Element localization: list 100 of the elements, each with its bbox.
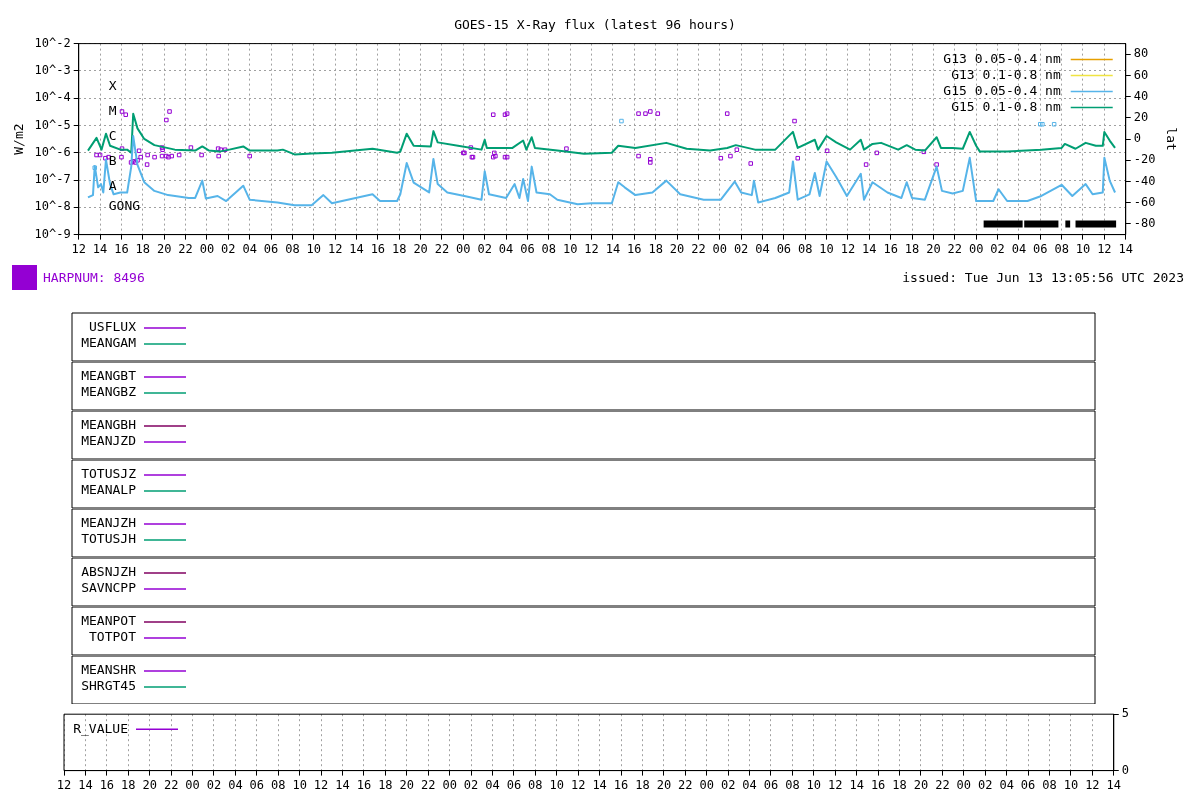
- x-tick-label: 22: [178, 241, 193, 256]
- x-tick-label: 14: [849, 777, 864, 792]
- legend-label: MEANGBH: [81, 417, 136, 433]
- x-tick-label: 04: [228, 777, 243, 792]
- x-tick-label: 08: [528, 777, 543, 792]
- x-tick-label: 18: [648, 241, 663, 256]
- y-tick-label: 10^-7: [34, 172, 71, 187]
- x-tick-label: 16: [114, 241, 129, 256]
- x-tick-label: 10: [806, 777, 822, 792]
- x-tick-label: 18: [121, 777, 136, 792]
- x-tick-label: 02: [463, 777, 479, 792]
- chart-title: GOES-15 X-Ray flux (latest 96 hours): [454, 17, 736, 33]
- x-tick-label: 22: [420, 777, 436, 792]
- x-tick-label: 16: [370, 241, 386, 256]
- x-tick-label: 12: [1085, 777, 1100, 792]
- x-tick-label: 14: [1118, 241, 1133, 256]
- x-tick-label: 10: [306, 241, 321, 256]
- x-tick-label: 04: [742, 777, 757, 792]
- x-tick-label: 10: [819, 241, 834, 256]
- x-tick-label: 00: [699, 777, 714, 792]
- x-tick-label: 06: [263, 241, 279, 256]
- x-tick-label: 20: [413, 241, 428, 256]
- legend-label: MEANGAM: [81, 335, 137, 351]
- x-tick-label: 20: [669, 241, 685, 256]
- x-tick-label: 04: [242, 241, 257, 256]
- x-tick-label: 06: [506, 777, 522, 792]
- y2-tick-label: 20: [1133, 110, 1149, 124]
- legend-label: ABSNJZH: [81, 564, 136, 580]
- x-tick-label: 04: [1011, 241, 1027, 256]
- y2-tick-label: -40: [1133, 173, 1156, 188]
- y2-tick-label: 40: [1133, 88, 1149, 103]
- x-tick-label: 20: [156, 241, 172, 256]
- x-tick-label: 14: [78, 777, 93, 792]
- y2-tick-label: 5: [1121, 706, 1130, 721]
- y-tick-label: 10^-3: [34, 63, 71, 78]
- x-tick-label: 02: [206, 777, 222, 792]
- x-tick-label: 14: [92, 241, 108, 256]
- x-tick-label: 22: [691, 241, 706, 256]
- x-tick-label: 08: [797, 241, 813, 256]
- legend-label: MEANJZD: [81, 433, 137, 449]
- x-tick-label: 00: [968, 241, 984, 256]
- x-tick-label: 14: [605, 241, 621, 256]
- x-tick-label: 06: [1020, 777, 1036, 792]
- x-tick-label: 12: [327, 241, 343, 256]
- x-tick-label: 04: [755, 241, 770, 256]
- legend-label: SHRGT45: [81, 678, 136, 694]
- annotation: C: [108, 127, 117, 143]
- legend-label: TOTUSJZ: [81, 466, 137, 482]
- x-tick-label: 06: [1033, 241, 1048, 256]
- x-tick-label: 10: [549, 777, 564, 792]
- x-tick-label: 06: [763, 777, 779, 792]
- text: HARPNUM: 8496: [43, 269, 145, 285]
- x-tick-label: 02: [221, 241, 236, 256]
- x-tick-label: 14: [592, 777, 607, 792]
- x-tick-label: 22: [935, 777, 950, 792]
- legend-label: G15 0.05-0.4 nm: [943, 82, 1061, 98]
- x-tick-label: 06: [520, 241, 535, 256]
- legend-label: USFLUX: [89, 319, 137, 335]
- legend-label: R_VALUE: [73, 720, 128, 736]
- x-tick-label: 12: [1097, 241, 1112, 256]
- legend-label: MEANPOT: [81, 613, 137, 629]
- x-tick-label: 18: [892, 777, 907, 792]
- x-tick-label: 02: [978, 777, 993, 792]
- x-tick-label: 22: [434, 241, 450, 256]
- x-tick-label: 14: [349, 241, 364, 256]
- x-tick-label: 02: [733, 241, 749, 256]
- legend-label: MEANALP: [81, 482, 137, 498]
- x-tick-label: 20: [926, 241, 941, 256]
- x-tick-label: 20: [142, 777, 157, 792]
- x-tick-label: 16: [627, 241, 642, 256]
- x-tick-label: 22: [678, 777, 693, 792]
- legend-label: MEANJZH: [81, 515, 136, 531]
- x-tick-label: 10: [1075, 241, 1091, 256]
- x-tick-label: 04: [498, 241, 514, 256]
- x-tick-label: 16: [99, 777, 115, 792]
- x-tick-label: 08: [285, 241, 300, 256]
- annotation: B: [108, 152, 117, 168]
- x-tick-label: 00: [442, 777, 457, 792]
- x-tick-label: 08: [1054, 241, 1069, 256]
- x-tick-label: 16: [883, 241, 898, 256]
- annotation: M: [108, 102, 117, 118]
- legend-label: SAVNCPP: [81, 580, 137, 596]
- y-tick-label: 10^-9: [34, 226, 71, 241]
- x-tick-label: 12: [570, 777, 586, 792]
- x-tick-label: 18: [635, 777, 650, 792]
- x-tick-label: 08: [1042, 777, 1057, 792]
- x-tick-label: 02: [720, 777, 736, 792]
- x-tick-label: 00: [456, 241, 471, 256]
- legend-label: TOTPOT: [89, 629, 137, 645]
- x-tick-label: 22: [163, 777, 179, 792]
- y2-axis-title: lat: [1163, 127, 1179, 151]
- x-tick-label: 14: [862, 241, 877, 256]
- x-tick-label: 12: [56, 777, 72, 792]
- x-tick-label: 12: [71, 241, 86, 256]
- y-tick-label: 10^-5: [34, 117, 71, 132]
- legend-label: MEANGBZ: [81, 384, 137, 400]
- x-tick-label: 02: [477, 241, 492, 256]
- legend-label: G15 0.1-0.8 nm: [951, 98, 1061, 114]
- x-tick-label: 12: [840, 241, 856, 256]
- y2-tick-label: -60: [1133, 194, 1156, 209]
